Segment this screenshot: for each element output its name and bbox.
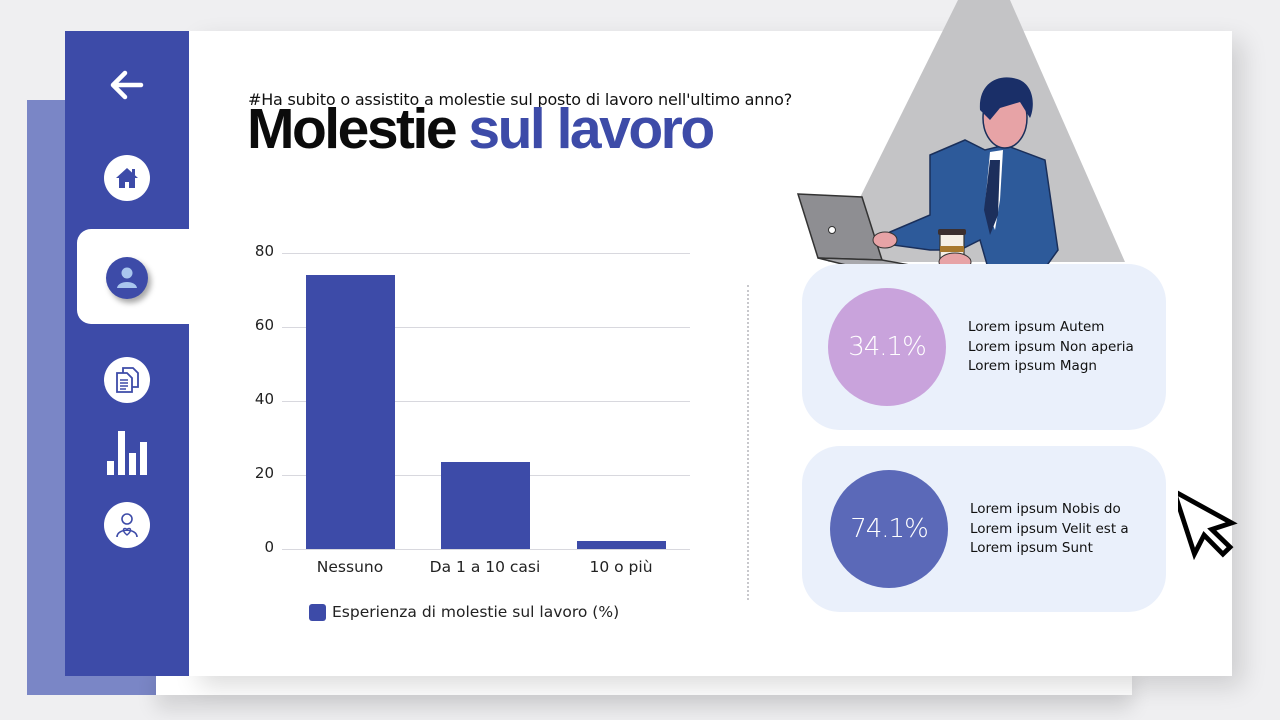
gridline	[282, 327, 690, 328]
x-label-da-1-a-10: Da 1 a 10 casi	[429, 558, 541, 576]
person-heart-icon	[116, 513, 138, 538]
stat-line: Lorem ipsum Sunt	[970, 540, 1093, 556]
y-tick-40: 40	[254, 390, 274, 408]
user-icon	[117, 267, 137, 288]
x-label-10-o-piu: 10 o più	[589, 558, 653, 576]
home-icon	[116, 168, 138, 188]
bar-nessuno[interactable]	[306, 275, 395, 549]
stat-line: Lorem ipsum Nobis do	[970, 501, 1121, 517]
stat-line: Lorem ipsum Non aperia	[968, 338, 1134, 355]
sidebar-item-documents[interactable]	[104, 357, 150, 403]
chart-legend[interactable]: Esperienza di molestie sul lavoro (%)	[309, 603, 619, 621]
stat-description: Lorem ipsum Nobis do Lorem ipsum Velit e…	[970, 500, 1129, 559]
gridline	[282, 253, 690, 254]
sidebar-item-profile[interactable]	[106, 257, 148, 299]
legend-label: Esperienza di molestie sul lavoro (%)	[332, 603, 620, 621]
stat-value-circle: 34.1%	[828, 288, 946, 406]
bar-chart-icon	[107, 431, 147, 475]
y-tick-80: 80	[254, 242, 274, 260]
gridline	[282, 549, 690, 550]
stat-card-1: 34.1% Lorem ipsum Autem Lorem ipsum Non …	[802, 264, 1166, 430]
documents-icon	[116, 367, 139, 393]
page-subtitle: #Ha subito o assistito a molestie sul po…	[248, 90, 793, 109]
stat-description: Lorem ipsum Autem Lorem ipsum Non aperia…	[968, 318, 1134, 377]
stat-line: Lorem ipsum Velit est a	[970, 520, 1129, 537]
gridline	[282, 401, 690, 402]
sidebar-item-home[interactable]	[104, 155, 150, 201]
legend-swatch	[309, 603, 326, 621]
dotted-divider	[747, 285, 749, 600]
page-title-part2: sul lavoro	[468, 97, 715, 161]
x-label-nessuno: Nessuno	[316, 558, 384, 576]
bar-da-1-a-10-casi[interactable]	[441, 462, 530, 549]
stat-line: Lorem ipsum Magn	[968, 358, 1097, 374]
page-title-part1: Molestie	[247, 97, 458, 161]
page-title: Molestie sul lavoro	[247, 97, 715, 161]
stat-value-circle: 74.1%	[830, 470, 948, 588]
y-tick-20: 20	[254, 464, 274, 482]
bar-10-o-piu[interactable]	[577, 541, 666, 549]
back-button[interactable]	[107, 67, 147, 103]
sidebar-item-statistics[interactable]	[106, 429, 148, 477]
sidebar	[65, 31, 189, 676]
stat-line: Lorem ipsum Autem	[968, 319, 1105, 335]
arrow-left-icon	[110, 70, 144, 100]
sidebar-item-wellbeing[interactable]	[104, 502, 150, 548]
y-tick-0: 0	[264, 538, 274, 556]
stat-card-2: 74.1% Lorem ipsum Nobis do Lorem ipsum V…	[802, 446, 1166, 612]
y-tick-60: 60	[254, 316, 274, 334]
bar-chart: 80 60 40 20 0 Nessuno Da 1 a 10 casi 10 …	[240, 240, 700, 640]
